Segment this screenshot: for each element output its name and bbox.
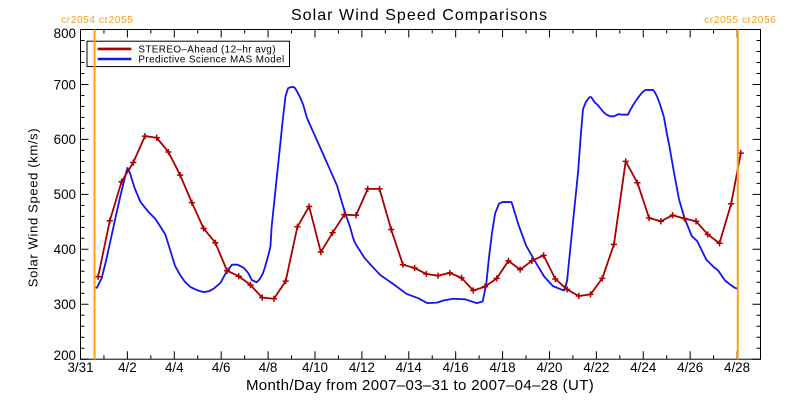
svg-text:STEREO–Ahead (12–hr avg): STEREO–Ahead (12–hr avg) bbox=[138, 44, 276, 55]
svg-text:4/10: 4/10 bbox=[302, 360, 328, 375]
svg-text:Solar Wind Speed Comparisons: Solar Wind Speed Comparisons bbox=[291, 7, 548, 24]
svg-text:500: 500 bbox=[54, 187, 76, 202]
svg-text:Solar Wind Speed (km/s): Solar Wind Speed (km/s) bbox=[26, 128, 41, 287]
svg-text:400: 400 bbox=[54, 242, 76, 257]
svg-text:Month/Day from 2007–03–31 to 2: Month/Day from 2007–03–31 to 2007–04–28 … bbox=[246, 377, 594, 394]
svg-text:800: 800 bbox=[54, 26, 76, 41]
svg-text:3/31: 3/31 bbox=[67, 360, 93, 375]
svg-text:4/2: 4/2 bbox=[118, 360, 137, 375]
svg-text:4/18: 4/18 bbox=[490, 360, 516, 375]
svg-text:4/12: 4/12 bbox=[349, 360, 375, 375]
svg-text:4/16: 4/16 bbox=[443, 360, 469, 375]
svg-text:cr2055 cr2056: cr2055 cr2056 bbox=[704, 15, 776, 26]
svg-text:4/4: 4/4 bbox=[165, 360, 184, 375]
svg-text:200: 200 bbox=[54, 348, 76, 363]
svg-text:700: 700 bbox=[54, 77, 76, 92]
svg-text:300: 300 bbox=[54, 297, 76, 312]
svg-text:4/28: 4/28 bbox=[724, 360, 750, 375]
svg-text:4/22: 4/22 bbox=[583, 360, 609, 375]
svg-text:cr2054 cr2055: cr2054 cr2055 bbox=[61, 15, 133, 26]
svg-text:4/14: 4/14 bbox=[396, 360, 423, 375]
svg-text:4/24: 4/24 bbox=[630, 360, 657, 375]
svg-text:600: 600 bbox=[54, 132, 76, 147]
svg-text:4/8: 4/8 bbox=[259, 360, 278, 375]
svg-text:4/6: 4/6 bbox=[212, 360, 231, 375]
svg-text:4/20: 4/20 bbox=[536, 360, 562, 375]
svg-text:Predictive Science MAS Model: Predictive Science MAS Model bbox=[138, 55, 284, 66]
svg-text:4/26: 4/26 bbox=[677, 360, 703, 375]
